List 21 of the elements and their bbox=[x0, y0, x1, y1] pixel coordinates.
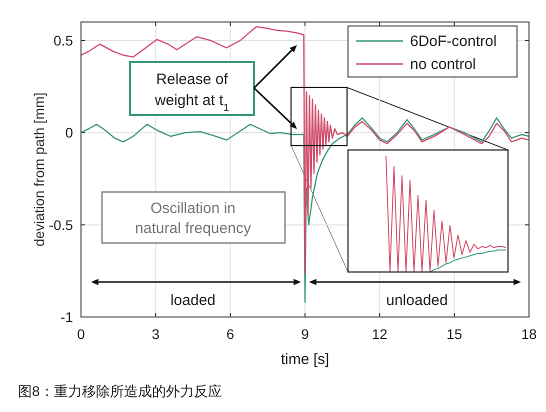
x-axis-title: time [s] bbox=[280, 351, 330, 368]
x-tick-label: 3 bbox=[152, 326, 160, 342]
legend-label: 6DoF-control bbox=[410, 33, 497, 50]
y-tick-label: 0 bbox=[65, 124, 74, 141]
annotation: loaded bbox=[170, 292, 216, 309]
y-axis-title: deviation from path [mm] bbox=[31, 92, 47, 247]
y-tick-label: -1 bbox=[60, 309, 74, 325]
x-tick-label: 9 bbox=[301, 326, 310, 342]
x-tick-label: 15 bbox=[446, 326, 462, 342]
annotation: Oscillation in natural frequency bbox=[135, 200, 252, 237]
line-series bbox=[81, 26, 529, 274]
x-tick-label: 6 bbox=[226, 326, 234, 342]
x-tick-label: 0 bbox=[77, 326, 86, 342]
annotation: unloaded bbox=[386, 292, 448, 309]
caption: 图8：重力移除所造成的外力反应 bbox=[18, 383, 222, 399]
x-tick-label: 18 bbox=[521, 326, 537, 342]
y-tick-label: -0.5 bbox=[48, 216, 74, 233]
annotation: Release of weight at t$_{1}$ bbox=[154, 71, 230, 114]
x-tick-label: 12 bbox=[372, 326, 388, 342]
y-tick-label: 0.5 bbox=[54, 32, 74, 48]
legend-label: no control bbox=[410, 56, 476, 73]
